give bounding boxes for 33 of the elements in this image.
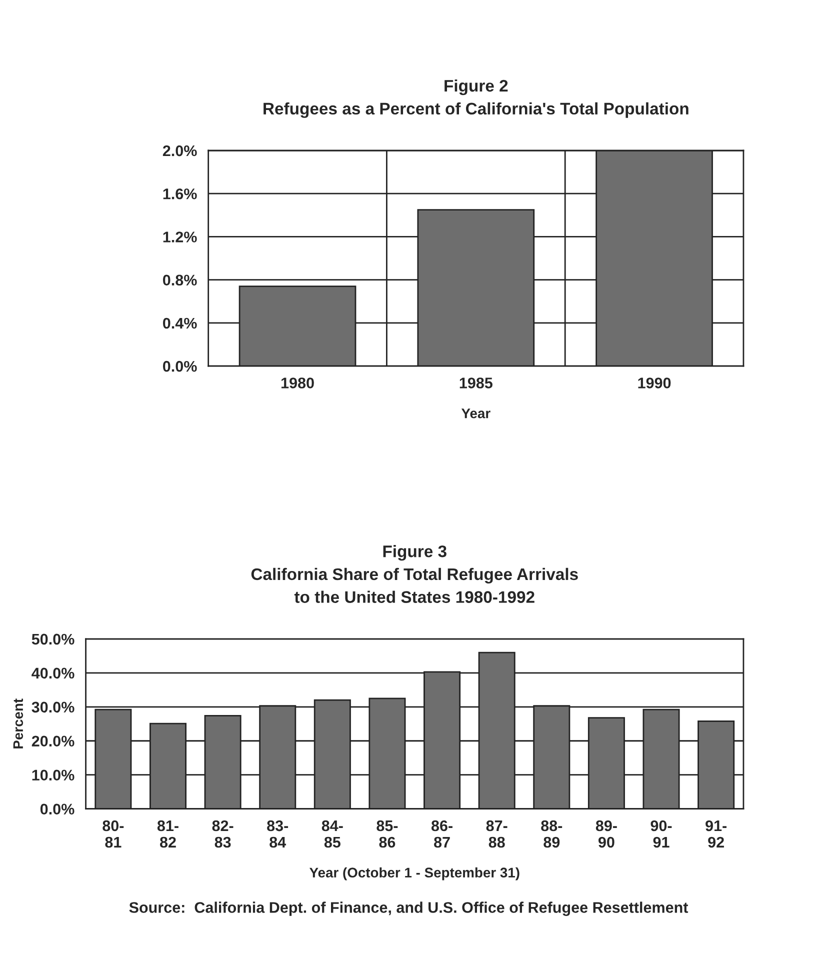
x-tick-label: 1990	[638, 378, 671, 388]
y-tick-label: 10.0%	[32, 770, 74, 781]
x-axis-title: Year (October 1 - September 31)	[310, 867, 520, 880]
x-tick-label: 87- 88	[486, 820, 508, 848]
y-tick-label: 0.8%	[163, 274, 197, 286]
x-tick-label: 83- 84	[267, 820, 288, 848]
chart-title: Figure 2 Refugees as a Percent of California's Total Population	[264, 79, 688, 118]
y-tick-label: 40.0%	[32, 668, 74, 679]
x-tick-label: 1985	[460, 378, 492, 388]
y-tick-label: 20.0%	[32, 736, 74, 747]
y-tick-label: 50.0%	[32, 634, 74, 645]
x-tick-label: 81- 82	[157, 820, 178, 848]
x-tick-label: 91- 92	[706, 820, 726, 848]
y-tick-label: 0.0%	[163, 360, 197, 372]
x-tick-label: 89- 90	[596, 820, 617, 848]
x-tick-label: 80- 81	[102, 820, 124, 848]
y-tick-label: 30.0%	[32, 702, 74, 713]
x-tick-label: 1980	[281, 378, 314, 388]
y-tick-label: 1.6%	[163, 188, 197, 200]
x-tick-label: 85- 86	[376, 820, 398, 848]
x-tick-label: 88- 89	[541, 820, 562, 848]
y-axis-title: Percent	[13, 698, 24, 748]
y-tick-label: 1.2%	[163, 232, 197, 242]
y-tick-label: 2.0%	[162, 145, 197, 156]
x-axis-title: Year	[461, 408, 490, 418]
y-tick-label: 0.4%	[163, 318, 197, 329]
x-tick-label: 86- 87	[431, 820, 452, 848]
chart-title: Figure 3 California Share of Total Refugee Arrivals to the United States 1980-1992	[251, 545, 578, 603]
source-note: Source: California Dept. of Finance, and U.S. Office of Refugee Resettlement	[129, 902, 688, 916]
x-tick-label: 84- 85	[322, 820, 343, 848]
x-tick-label: 82- 83	[212, 820, 234, 848]
x-tick-label: 90- 91	[650, 820, 672, 848]
y-tick-label: 0.0%	[40, 804, 74, 815]
